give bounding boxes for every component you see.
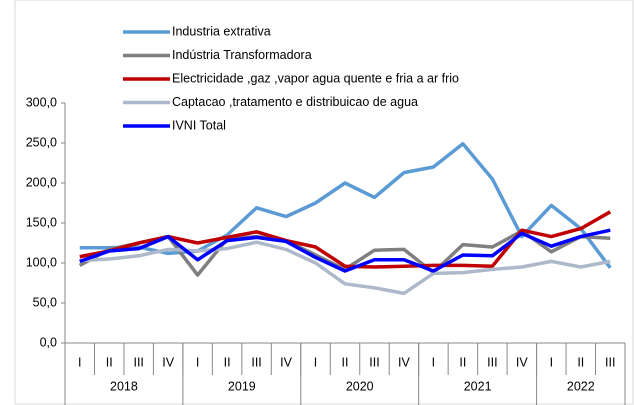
- chart-border: [14, 0, 634, 405]
- x-tick-label: II: [224, 355, 231, 369]
- x-tick-label: III: [605, 355, 615, 369]
- x-tick-label: IV: [280, 355, 292, 369]
- x-tick-label: II: [342, 355, 349, 369]
- x-tick-label: III: [369, 355, 379, 369]
- series-line: [79, 240, 611, 296]
- x-tick-label: III: [487, 355, 497, 369]
- x-tick-label: II: [577, 355, 584, 369]
- legend-label: IVNI Total: [172, 118, 226, 132]
- y-tick-label: 100,0: [26, 255, 57, 269]
- x-tick-label: I: [550, 355, 553, 369]
- legend-label: Indústria Transformadora: [172, 48, 312, 62]
- series-line: [79, 228, 611, 273]
- x-tick-label: II: [106, 355, 113, 369]
- series-line: [79, 142, 612, 269]
- legend-label: Captacao ,tratamento e distribuicao de a…: [172, 95, 418, 109]
- x-group-label: 2020: [346, 379, 374, 393]
- x-tick-label: III: [133, 355, 143, 369]
- x-group-label: 2022: [567, 379, 595, 393]
- y-tick-label: 50,0: [33, 295, 57, 309]
- x-tick-label: I: [196, 355, 199, 369]
- x-tick-label: IV: [516, 355, 528, 369]
- x-tick-label: IV: [398, 355, 410, 369]
- y-tick-label: 150,0: [26, 215, 57, 229]
- x-tick-label: IV: [162, 355, 174, 369]
- x-group-label: 2019: [228, 379, 256, 393]
- x-group-label: 2021: [464, 379, 492, 393]
- y-tick-label: 250,0: [26, 135, 57, 149]
- x-tick-label: II: [459, 355, 466, 369]
- x-tick-label: I: [314, 355, 317, 369]
- x-tick-label: III: [251, 355, 261, 369]
- legend-label: Industria extrativa: [172, 24, 271, 38]
- y-tick-label: 0,0: [40, 335, 57, 349]
- x-tick-label: I: [78, 355, 81, 369]
- legend-label: Electricidade ,gaz ,vapor agua quente e …: [172, 71, 459, 85]
- y-tick-label: 200,0: [26, 175, 57, 189]
- x-tick-label: I: [432, 355, 435, 369]
- y-tick-label: 300,0: [26, 95, 57, 109]
- x-group-label: 2018: [110, 379, 138, 393]
